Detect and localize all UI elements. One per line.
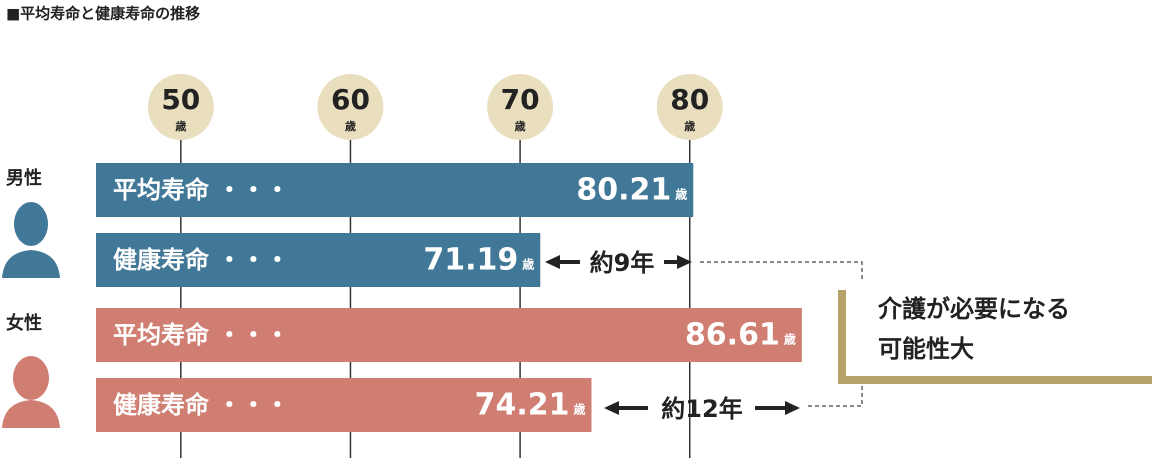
value-unit: 歳 (784, 332, 796, 347)
x-tick-label: 60 (331, 83, 370, 116)
bar (96, 163, 694, 217)
x-tick-unit: 歳 (175, 119, 186, 133)
value-unit: 歳 (573, 402, 585, 417)
bar (96, 378, 592, 432)
category-label: 平均寿命 ・・・ (113, 321, 289, 349)
bar (96, 233, 541, 287)
tick-badge (317, 74, 384, 140)
x-tick-unit: 歳 (684, 119, 695, 133)
arrows (545, 255, 800, 415)
callout-text: 可能性大 (878, 335, 974, 363)
legend-label: 女性 (6, 312, 42, 334)
annotation: 約9年 (590, 249, 655, 277)
value-label: 86.61 (685, 318, 780, 353)
category-label: 健康寿命 ・・・ (113, 246, 289, 274)
value-label: 74.21 (475, 388, 570, 423)
legend-label: 男性 (6, 167, 42, 189)
bar (96, 308, 802, 362)
x-tick-label: 50 (161, 83, 200, 116)
tick-badge (656, 74, 723, 140)
value-label: 71.19 (423, 243, 518, 278)
callout-text: 介護が必要になる (877, 295, 1070, 323)
category-label: 健康寿命 ・・・ (113, 391, 289, 419)
callout-box (846, 282, 1152, 376)
x-tick-label: 80 (670, 83, 709, 116)
male-icon (2, 202, 60, 278)
annotation: 約12年 (661, 395, 742, 423)
x-tick-label: 70 (501, 83, 540, 116)
category-label: 平均寿命 ・・・ (113, 176, 289, 204)
chart-title: ■平均寿命と健康寿命の推移 (6, 5, 200, 23)
value-unit: 歳 (675, 187, 687, 202)
x-tick-unit: 歳 (345, 119, 356, 133)
tick-badge (147, 74, 214, 140)
x-tick-unit: 歳 (515, 119, 526, 133)
female-icon (2, 356, 60, 428)
tick-badge (487, 74, 554, 140)
value-unit: 歳 (522, 257, 534, 272)
value-label: 80.21 (576, 173, 671, 208)
grid: 50 歳 60 歳 70 歳 80 歳 (147, 74, 723, 458)
connector (700, 261, 863, 407)
